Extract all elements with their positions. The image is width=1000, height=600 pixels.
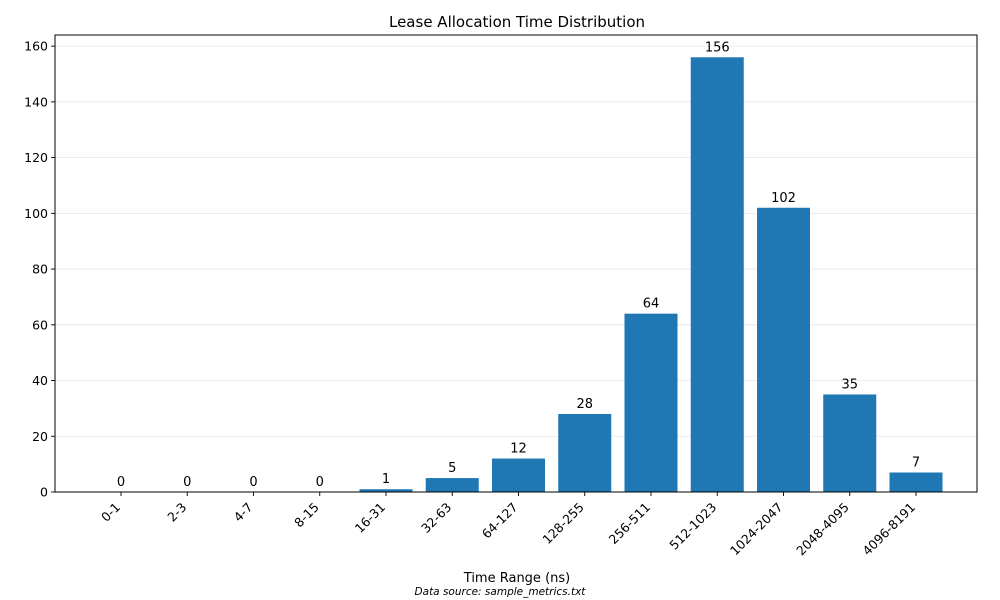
bar-value-label: 12: [510, 442, 527, 457]
y-tick-label: 160: [24, 39, 48, 54]
x-tick-label: 512-1023: [666, 500, 719, 553]
x-tick-label: 1024-2047: [727, 500, 786, 559]
y-tick-label: 60: [32, 317, 48, 332]
bar-value-labels: 0 0 0 0 1 5 12 28 64 156 102 35 7: [117, 40, 920, 490]
y-tick-label: 20: [32, 429, 48, 444]
bar: [359, 489, 413, 492]
bar-value-label: 102: [771, 191, 796, 206]
x-tick-label: 256-511: [606, 500, 654, 548]
bars: [359, 57, 943, 492]
y-tick-label: 80: [32, 262, 48, 277]
bar: [558, 413, 612, 492]
bar-value-label: 0: [117, 475, 125, 490]
bar: [624, 313, 678, 492]
y-axis: 0 20 40 60 80 100 120 140 160: [24, 39, 55, 500]
x-axis: 0-1 2-3 4-7 8-15 16-31 32-63 64-127 128-255 256-…: [98, 492, 918, 558]
grid-lines: [55, 45, 977, 437]
x-tick-label: 128-255: [539, 500, 587, 548]
bar-value-label: 7: [912, 455, 920, 470]
x-tick-label: 4-7: [231, 500, 256, 525]
bar-value-label: 0: [316, 475, 324, 490]
bar: [690, 57, 744, 492]
y-tick-label: 140: [24, 94, 48, 109]
bar-value-label: 0: [183, 475, 191, 490]
y-tick-label: 120: [24, 150, 48, 165]
plot-frame: [54, 34, 978, 493]
x-tick-label: 8-15: [291, 500, 322, 531]
bar: [889, 472, 943, 492]
bar: [425, 478, 479, 492]
bar: [757, 207, 810, 492]
bar-value-label: 156: [705, 40, 730, 55]
x-tick-label: 64-127: [479, 500, 521, 542]
bar: [823, 394, 877, 492]
x-axis-label: Time Range (ns): [463, 571, 570, 586]
y-tick-label: 40: [32, 373, 48, 388]
chart-title: Lease Allocation Time Distribution: [389, 13, 645, 31]
x-tick-label: 2-3: [164, 500, 189, 525]
y-tick-label: 0: [40, 485, 48, 500]
bar-value-label: 1: [382, 472, 390, 487]
bar-value-label: 5: [448, 461, 456, 476]
x-tick-label: 32-63: [418, 500, 454, 536]
x-tick-label: 4096-8191: [859, 500, 918, 559]
x-tick-label: 0-1: [98, 500, 123, 525]
data-source-footnote: Data source: sample_metrics.txt: [415, 586, 587, 598]
y-tick-label: 100: [24, 206, 48, 221]
bar-value-label: 0: [249, 475, 257, 490]
x-tick-label: 2048-4095: [793, 500, 852, 559]
bar-value-label: 35: [841, 377, 858, 392]
bar: [492, 458, 545, 492]
x-tick-label: 16-31: [352, 500, 388, 536]
bar-value-label: 64: [643, 297, 660, 312]
bar-value-label: 28: [576, 397, 593, 412]
